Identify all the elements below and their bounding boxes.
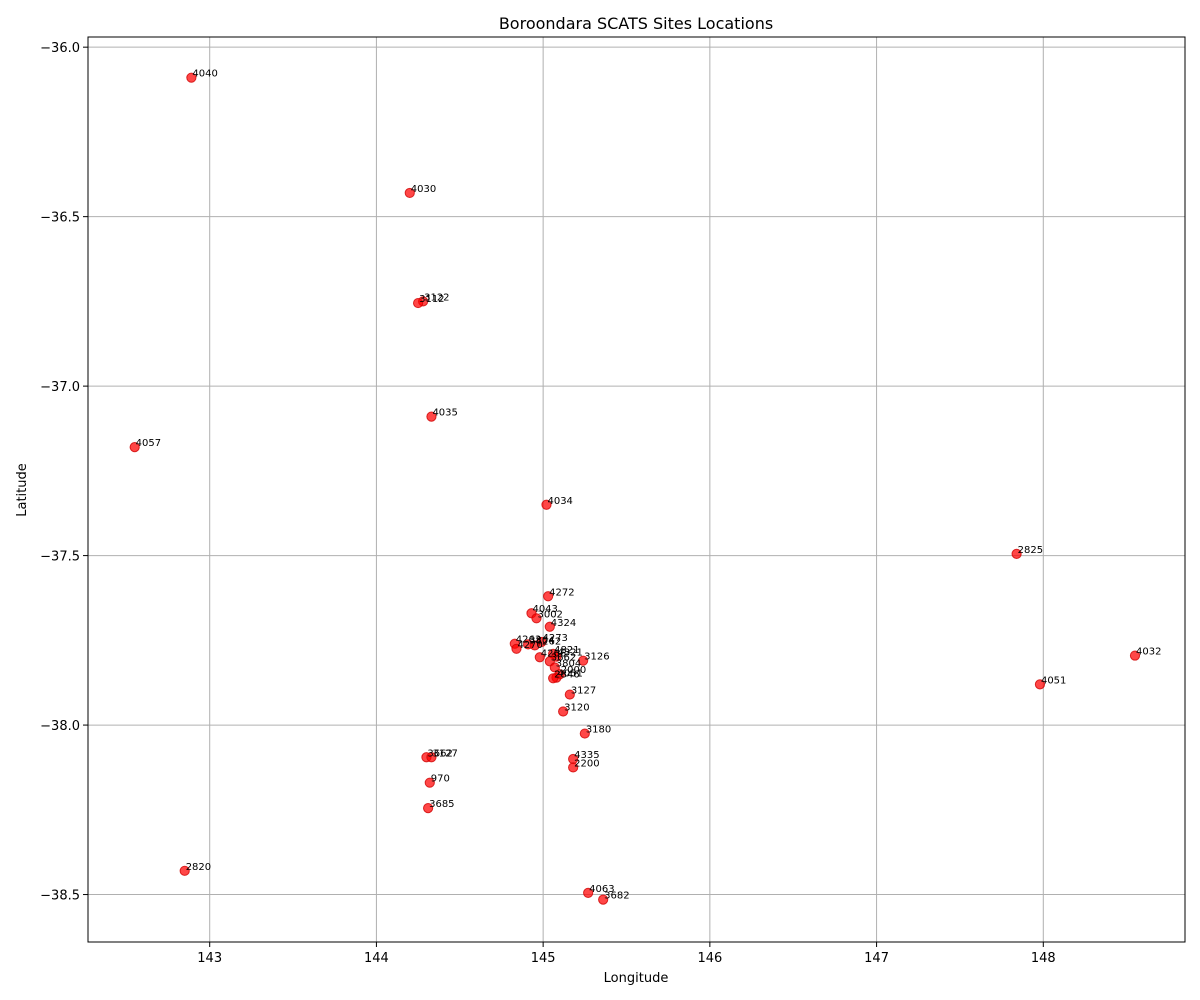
x-axis-label: Longitude bbox=[604, 971, 669, 986]
data-point bbox=[129, 442, 140, 453]
y-tick-label: −38.5 bbox=[40, 889, 80, 904]
data-point-label: 3685 bbox=[429, 799, 454, 810]
data-point-label: 4270 bbox=[517, 640, 542, 651]
data-point-label: 4272 bbox=[549, 587, 574, 598]
y-axis-label: Latitude bbox=[15, 463, 30, 517]
data-point-label: 3804 bbox=[529, 635, 554, 646]
data-point-label: 4034 bbox=[547, 496, 572, 507]
data-point bbox=[578, 655, 589, 666]
data-point-label: 4040 bbox=[192, 69, 217, 80]
data-point bbox=[423, 803, 434, 814]
y-tick-label: −37.5 bbox=[40, 550, 80, 565]
data-point-label: 4321 bbox=[557, 648, 582, 659]
x-axis-ticks: 143 144 145 146 147 148 bbox=[197, 942, 1056, 966]
data-point-label: 3127 bbox=[432, 748, 457, 759]
x-tick-label: 147 bbox=[864, 951, 889, 966]
data-point bbox=[579, 728, 590, 739]
x-tick-label: 146 bbox=[697, 951, 722, 966]
data-point-label: 4051 bbox=[1041, 675, 1066, 686]
data-point-label: 970 bbox=[431, 774, 450, 785]
data-point bbox=[544, 621, 555, 632]
data-point-label: 4063 bbox=[589, 884, 614, 895]
x-tick-label: 145 bbox=[531, 951, 556, 966]
data-point-label: 4273 bbox=[542, 633, 567, 644]
data-point bbox=[426, 411, 437, 422]
data-point-label: 3662 bbox=[551, 652, 576, 663]
data-point-label: 2200 bbox=[574, 758, 599, 769]
data-points bbox=[129, 72, 1141, 905]
y-tick-label: −36.5 bbox=[40, 211, 80, 226]
data-point bbox=[424, 777, 435, 788]
data-point-label: 2846 bbox=[554, 669, 579, 680]
data-point-label: 4266 bbox=[541, 648, 566, 659]
data-point-label: 3112 bbox=[419, 294, 444, 305]
data-point-label: 3126 bbox=[584, 652, 609, 663]
data-point bbox=[548, 673, 559, 684]
data-point-label: 4263 bbox=[516, 635, 541, 646]
data-point-label: 3662 bbox=[427, 748, 452, 759]
data-point bbox=[1034, 679, 1046, 690]
data-point-label: 3002 bbox=[537, 609, 562, 620]
data-point-label: 4057 bbox=[136, 438, 161, 449]
data-point-label: 4051 bbox=[557, 669, 582, 680]
data-point-label: 4821 bbox=[554, 645, 579, 656]
data-point bbox=[568, 762, 579, 773]
data-point bbox=[426, 752, 437, 763]
data-point-label: 3180 bbox=[586, 725, 611, 736]
data-point-label: 4032 bbox=[1136, 647, 1161, 658]
data-point-label: 4043 bbox=[532, 604, 557, 615]
data-point bbox=[558, 706, 569, 717]
data-point-label: 3682 bbox=[604, 891, 629, 902]
data-point-label: 2820 bbox=[186, 862, 211, 873]
data-point-label: 4030 bbox=[411, 184, 436, 195]
x-tick-label: 148 bbox=[1031, 951, 1056, 966]
x-tick-label: 144 bbox=[364, 951, 389, 966]
data-point bbox=[598, 894, 609, 905]
data-point bbox=[541, 499, 552, 510]
data-point-label: 3120 bbox=[564, 703, 589, 714]
data-point-label: 4335 bbox=[574, 750, 599, 761]
chart-title: Boroondara SCATS Sites Locations bbox=[499, 14, 773, 33]
y-axis-ticks: −36.0 −36.5 −37.0 −37.5 −38.0 −38.5 bbox=[40, 41, 88, 904]
data-point bbox=[511, 643, 522, 654]
x-tick-label: 143 bbox=[197, 951, 222, 966]
data-point bbox=[1011, 548, 1022, 560]
y-tick-label: −36.0 bbox=[40, 41, 80, 56]
data-point-label: 3804 bbox=[556, 658, 581, 669]
data-point-label: 4262 bbox=[536, 636, 561, 647]
data-point bbox=[583, 887, 594, 898]
axes-frame bbox=[87, 36, 1186, 943]
data-point bbox=[1129, 650, 1141, 661]
y-tick-label: −38.0 bbox=[40, 719, 80, 734]
data-point bbox=[564, 689, 575, 700]
data-point bbox=[413, 297, 424, 309]
data-point bbox=[529, 640, 540, 651]
data-point bbox=[534, 652, 545, 663]
data-point bbox=[531, 613, 542, 624]
data-point-label: 2000 bbox=[561, 665, 586, 676]
data-point bbox=[404, 187, 415, 199]
data-point-label: 3127 bbox=[571, 686, 596, 697]
data-point bbox=[549, 662, 560, 673]
data-point bbox=[179, 865, 190, 876]
grid-lines bbox=[88, 37, 1185, 942]
data-point-label: 3122 bbox=[424, 292, 449, 303]
data-point bbox=[543, 591, 554, 602]
data-point bbox=[186, 72, 197, 83]
data-point-label: 4324 bbox=[551, 618, 576, 629]
data-point-label: 2825 bbox=[1018, 545, 1043, 556]
data-point-label: 4035 bbox=[432, 408, 457, 419]
y-tick-label: −37.0 bbox=[40, 380, 80, 395]
